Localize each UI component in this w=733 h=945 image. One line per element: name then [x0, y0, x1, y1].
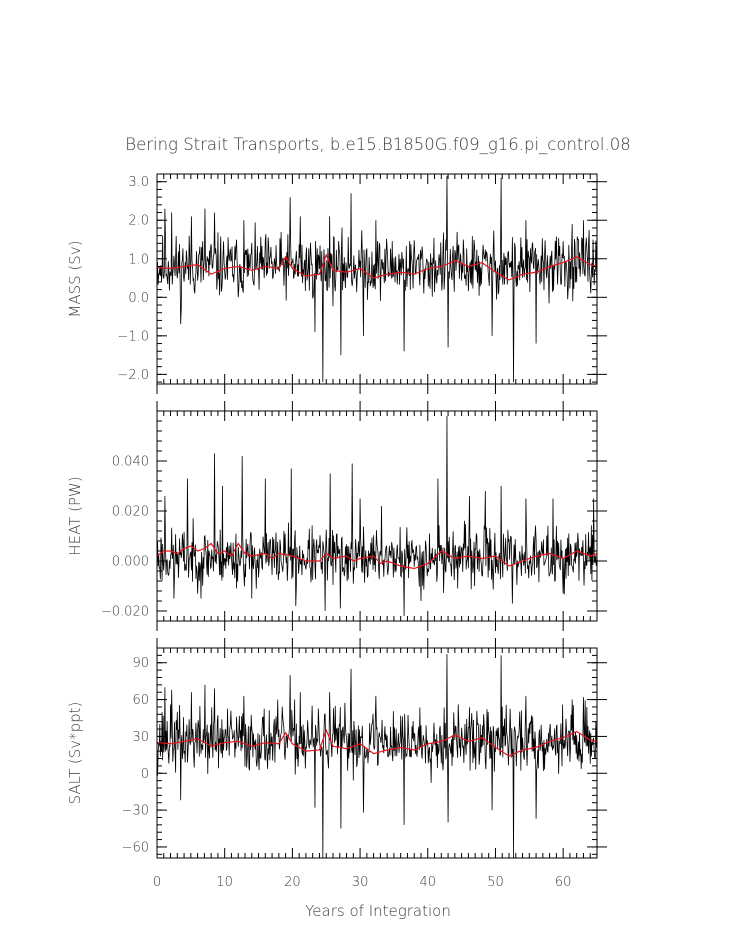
- plot-frame: [156, 173, 598, 385]
- x-axis-label: Years of Integration: [305, 902, 451, 920]
- y-tick-label: 0.040: [112, 455, 149, 470]
- series-monthly: [157, 175, 597, 383]
- series-smoothed: [157, 542, 597, 570]
- y-tick-label: 60: [132, 693, 149, 708]
- y-tick-label: 90: [132, 656, 149, 671]
- y-tick-label: −0.020: [101, 605, 149, 620]
- y-tick-label: 0.020: [112, 505, 149, 520]
- y-tick-label: −30: [122, 804, 149, 819]
- series-monthly: [157, 415, 597, 617]
- x-tick-label: 60: [555, 875, 572, 890]
- x-tick-label: 0: [153, 875, 161, 890]
- panel-2: 0.040 0.020 0.000 −0.020 HEAT (PW): [66, 401, 607, 631]
- series-smoothed: [157, 253, 597, 281]
- y-tick-label: 1.0: [128, 252, 149, 267]
- panel-1: 3.0 2.0 1.0 0.0 −1.0 −2.0 MASS (Sv): [66, 173, 607, 394]
- y-tick-label: 30: [132, 730, 149, 745]
- y-axis-label: HEAT (PW): [66, 476, 84, 555]
- y-tick-label: 3.0: [128, 175, 149, 190]
- plot-frame: [156, 647, 598, 859]
- series-monthly: [157, 654, 597, 858]
- y-tick-label: 0: [141, 767, 149, 782]
- y-tick-label: −60: [122, 840, 149, 855]
- y-tick-label: 0.000: [112, 555, 149, 570]
- y-axis-label: MASS (Sv): [66, 240, 84, 317]
- y-tick-label: 2.0: [128, 214, 149, 229]
- y-axis-label: SALT (Sv*ppt): [66, 702, 84, 805]
- x-tick-label: 10: [216, 875, 233, 890]
- x-tick-label: 20: [284, 875, 301, 890]
- panel-3: 90 60 30 0 −30 −60 SALT (Sv*ppt) 0 10 20 30 40 50 60 Y…: [66, 638, 607, 920]
- series-smoothed: [157, 728, 597, 757]
- y-tick-label: −1.0: [117, 329, 149, 344]
- chart-title: Bering Strait Transports, b.e15.B1850G.f…: [125, 135, 630, 154]
- y-tick-label: 0.0: [128, 291, 149, 306]
- x-tick-label: 30: [352, 875, 369, 890]
- x-tick-label: 40: [419, 875, 436, 890]
- y-tick-label: −2.0: [117, 368, 149, 383]
- x-tick-label: 50: [487, 875, 504, 890]
- plot-frame: [156, 410, 598, 622]
